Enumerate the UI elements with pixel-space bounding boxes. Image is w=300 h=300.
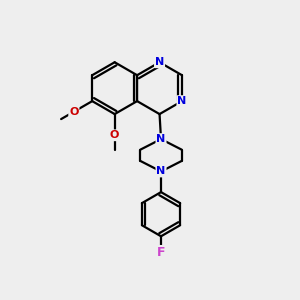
Text: O: O <box>69 107 79 117</box>
Text: N: N <box>156 167 166 176</box>
Text: N: N <box>177 96 187 106</box>
Text: N: N <box>155 57 164 67</box>
Text: N: N <box>156 134 166 144</box>
Text: F: F <box>157 246 165 259</box>
Text: O: O <box>110 130 119 140</box>
